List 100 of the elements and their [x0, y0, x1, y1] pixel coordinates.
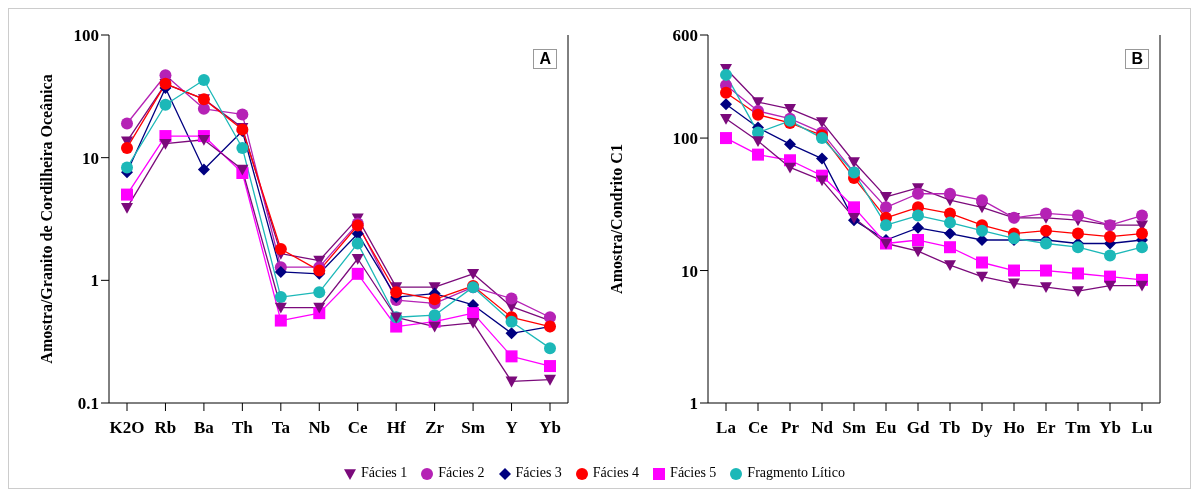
x-tick-label: Eu: [875, 418, 897, 438]
point: [467, 318, 480, 329]
point: [544, 360, 556, 373]
x-tick-label: K2O: [109, 418, 145, 438]
x-tick-label: Th: [231, 418, 254, 438]
point: [720, 113, 732, 125]
x-tick-label: Er: [1036, 418, 1056, 438]
point: [197, 163, 210, 176]
point: [121, 188, 133, 201]
point: [720, 86, 732, 99]
y-tick-label: 100: [73, 26, 99, 46]
point: [121, 203, 133, 214]
annotation: B: [1125, 49, 1149, 69]
x-tick-label: Tm: [1065, 418, 1091, 438]
point: [544, 374, 556, 386]
x-tick-label: Gd: [906, 418, 930, 438]
point: [880, 192, 892, 203]
point: [944, 260, 956, 272]
x-tick-label: Pr: [781, 418, 800, 438]
point: [1072, 286, 1084, 298]
point: [390, 286, 403, 299]
point: [159, 98, 172, 111]
x-tick-label: Hf: [386, 418, 406, 438]
y-tick-label: 1: [90, 271, 99, 291]
point: [274, 314, 287, 327]
point: [313, 302, 326, 314]
point: [236, 141, 249, 154]
point: [428, 309, 441, 322]
point: [1040, 264, 1052, 277]
point: [944, 241, 956, 254]
point: [544, 342, 556, 355]
point: [274, 302, 287, 314]
point: [159, 138, 172, 150]
x-tick-label: Lu: [1131, 418, 1153, 438]
point: [912, 234, 924, 247]
x-tick-label: Ce: [347, 418, 369, 438]
x-tick-label: Nb: [308, 418, 331, 438]
x-tick-label: Zr: [425, 418, 445, 438]
legend-label: Fragmento Lítico: [747, 465, 845, 480]
point: [1072, 241, 1084, 254]
x-tick-label: Sm: [461, 418, 485, 438]
x-tick-label: Ta: [271, 418, 291, 438]
point: [944, 227, 956, 240]
point: [505, 376, 518, 388]
x-tick-label: Sm: [842, 418, 866, 438]
point: [1008, 264, 1020, 277]
x-tick-label: Dy: [971, 418, 993, 438]
point: [313, 286, 326, 299]
point: [1040, 224, 1052, 237]
point: [351, 253, 364, 265]
x-tick-label: Tb: [939, 418, 961, 438]
y-axis-title: Amostra/Condrito C1: [607, 144, 625, 294]
point: [505, 350, 518, 363]
point: [1136, 241, 1148, 254]
x-tick-label: Y: [505, 418, 518, 438]
point: [1104, 230, 1116, 243]
x-tick-label: Ce: [748, 418, 769, 438]
point: [1136, 280, 1148, 292]
point: [505, 315, 518, 328]
point: [848, 201, 860, 214]
point: [720, 132, 732, 145]
point: [880, 201, 892, 214]
point: [784, 138, 796, 151]
point: [351, 237, 364, 250]
point: [390, 320, 403, 333]
y-axis-title: Amostra/Granito de Cordilheira Oceânica: [37, 74, 55, 364]
legend-label: Fácies 2: [438, 465, 485, 480]
legend-label: Fácies 1: [361, 465, 408, 480]
point: [121, 161, 133, 174]
point: [236, 108, 249, 121]
point: [505, 327, 518, 340]
point: [752, 148, 764, 161]
point: [1072, 227, 1084, 240]
point: [428, 293, 441, 306]
x-tick-label: Yb: [539, 418, 561, 438]
point: [976, 194, 988, 207]
point: [912, 221, 924, 234]
y-tick-label: 0.1: [77, 394, 99, 414]
point: [912, 209, 924, 222]
point: [274, 243, 287, 256]
point: [121, 141, 133, 154]
point: [976, 256, 988, 269]
point: [428, 321, 441, 333]
point: [1040, 282, 1052, 294]
point: [1136, 209, 1148, 222]
point: [944, 187, 956, 200]
point: [467, 269, 480, 280]
legend-label: Fácies 3: [515, 465, 562, 480]
x-tick-label: Yb: [1099, 418, 1121, 438]
point: [912, 187, 924, 200]
point: [880, 219, 892, 232]
point: [816, 175, 828, 187]
point: [1072, 209, 1084, 222]
point: [720, 68, 732, 81]
point: [505, 292, 518, 305]
point: [1072, 267, 1084, 280]
point: [912, 246, 924, 258]
x-tick-label: Ho: [1003, 418, 1025, 438]
point: [351, 267, 364, 280]
point: [1040, 207, 1052, 220]
